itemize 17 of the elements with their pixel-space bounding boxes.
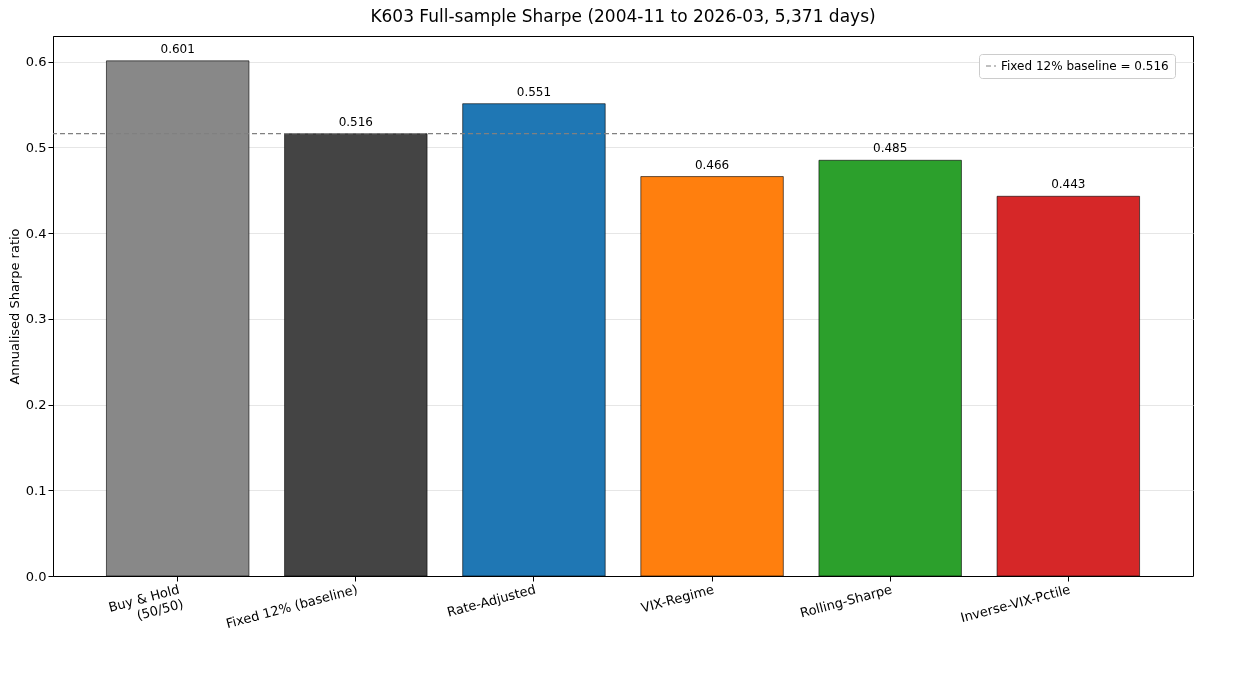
- data-label: 0.466: [694, 157, 730, 172]
- y-tick-label: 0.3: [25, 311, 47, 327]
- legend-label: Fixed 12% baseline = 0.516: [1001, 59, 1169, 73]
- data-label: 0.551: [516, 84, 552, 99]
- data-label: 0.516: [338, 114, 373, 129]
- data-label: 0.443: [1051, 177, 1086, 192]
- y-tick-label: 0.6: [25, 54, 47, 70]
- x-tick-label: Buy & Hold (50/50): [106, 581, 185, 623]
- y-tick-label: 0.2: [25, 397, 47, 413]
- data-label: 0.601: [160, 41, 195, 56]
- y-tick-label: 0.0: [25, 568, 47, 584]
- y-tick-label: 0.5: [25, 139, 47, 155]
- y-tick-label: 0.4: [25, 225, 47, 241]
- y-axis-title: Annualised Sharpe ratio: [6, 228, 22, 385]
- data-label: 0.485: [873, 141, 908, 156]
- chart-title: K603 Full-sample Sharpe (2004-11 to 2026-03, 5,371 days): [370, 6, 876, 26]
- y-tick-label: 0.1: [25, 482, 47, 498]
